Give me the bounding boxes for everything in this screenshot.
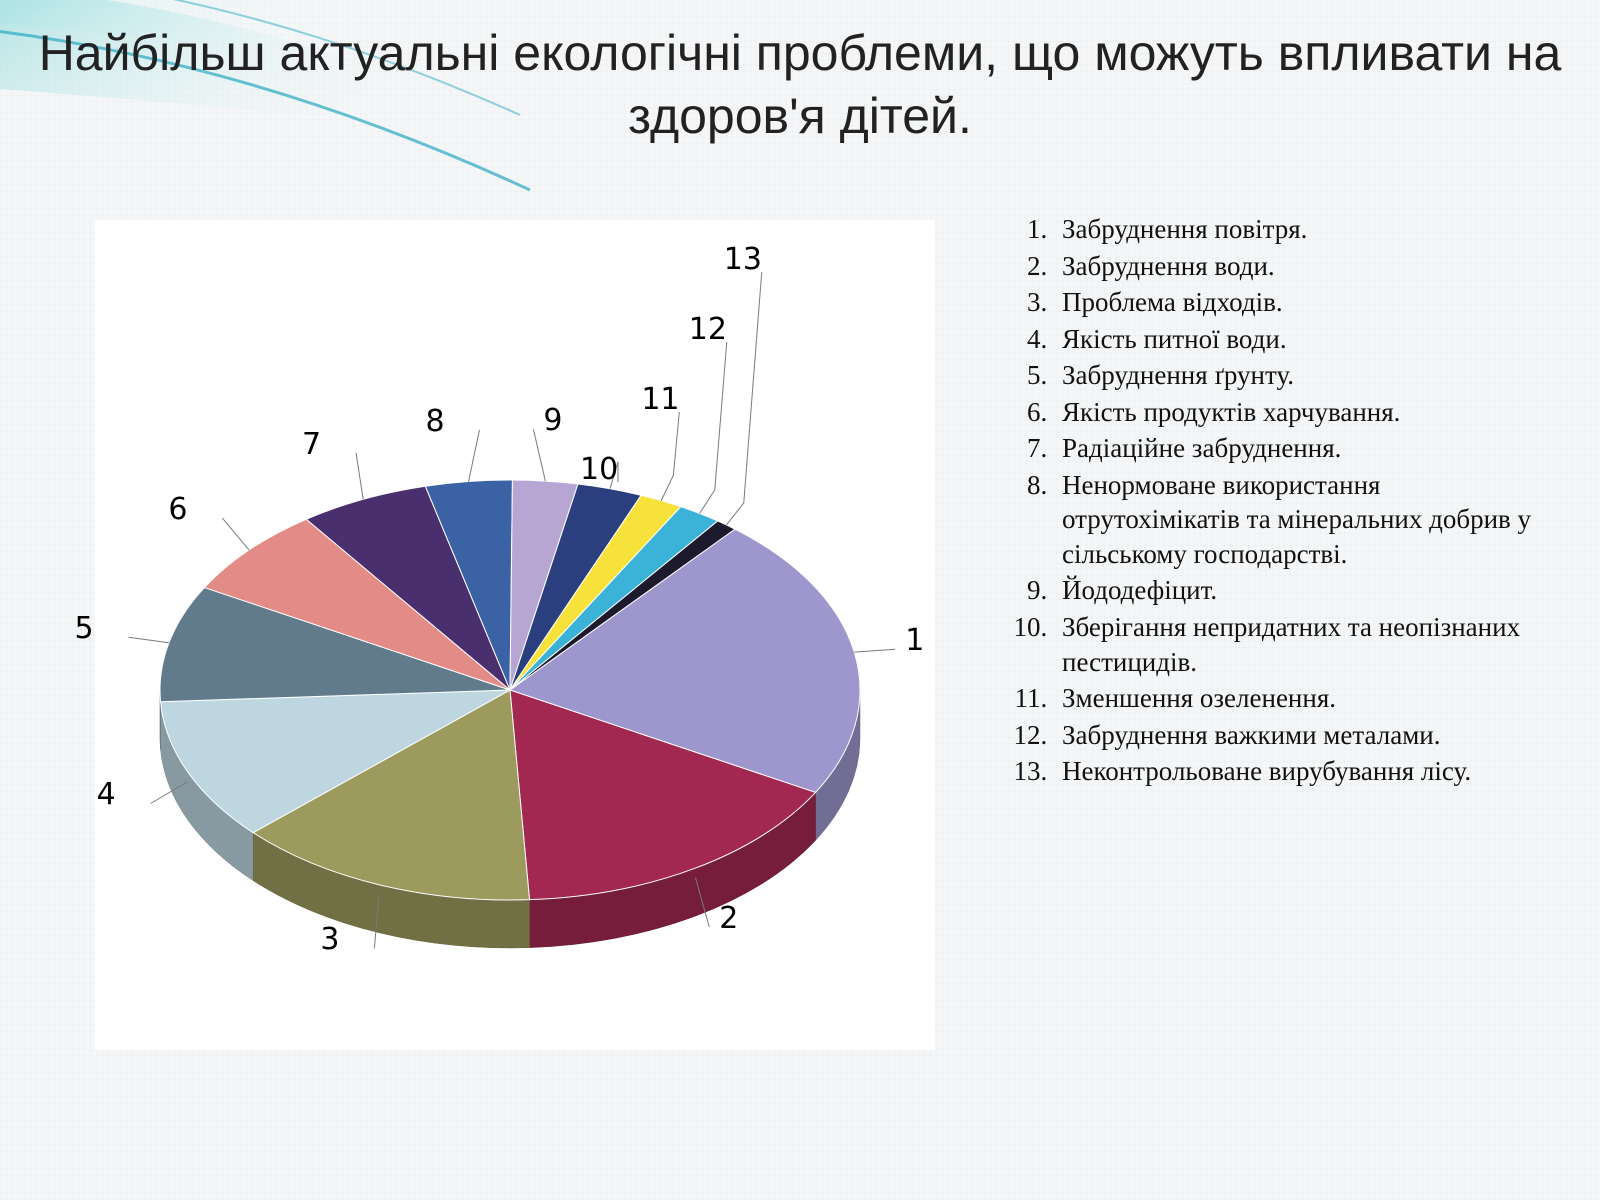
- legend-item: Радіаційне забруднення.: [1054, 431, 1550, 466]
- pie-slice-label: 4: [97, 777, 116, 812]
- legend-item: Забруднення води.: [1054, 249, 1550, 284]
- legend-item: Зменшення озеленення.: [1054, 681, 1550, 716]
- pie-svg: [40, 200, 960, 1100]
- page-title: Найбільш актуальні екологічні проблеми, …: [0, 22, 1600, 147]
- pie-slice-label: 5: [75, 611, 94, 646]
- legend: Забруднення повітря.Забруднення води.Про…: [1010, 212, 1550, 791]
- legend-item: Забруднення важкими металами.: [1054, 718, 1550, 753]
- slide: Найбільш актуальні екологічні проблеми, …: [0, 0, 1600, 1200]
- legend-item: Забруднення ґрунту.: [1054, 358, 1550, 393]
- pie-slice-label: 9: [543, 403, 562, 438]
- pie-chart: 12345678910111213: [40, 160, 960, 1140]
- pie-slice-label: 10: [580, 452, 618, 487]
- legend-item: Якість продуктів харчування.: [1054, 395, 1550, 430]
- pie-slice-label: 2: [719, 901, 738, 936]
- pie-slice-label: 3: [320, 922, 339, 957]
- legend-item: Забруднення повітря.: [1054, 212, 1550, 247]
- pie-slice-label: 8: [425, 404, 444, 439]
- pie-slice-label: 7: [302, 427, 321, 462]
- legend-item: Ненормоване використання отрутохімікатів…: [1054, 468, 1550, 572]
- pie-slice-label: 6: [168, 492, 187, 527]
- legend-list: Забруднення повітря.Забруднення води.Про…: [1010, 212, 1550, 789]
- pie-slice-label: 11: [641, 382, 679, 417]
- pie-slice-label: 12: [689, 312, 727, 347]
- pie-slice-label: 13: [724, 242, 762, 277]
- legend-item: Зберігання непридатних та неопізнаних пе…: [1054, 610, 1550, 679]
- legend-item: Йододефіцит.: [1054, 573, 1550, 608]
- legend-item: Проблема відходів.: [1054, 285, 1550, 320]
- pie-slice-label: 1: [905, 623, 924, 658]
- legend-item: Неконтрольоване вирубування лісу.: [1054, 754, 1550, 789]
- legend-item: Якість питної води.: [1054, 322, 1550, 357]
